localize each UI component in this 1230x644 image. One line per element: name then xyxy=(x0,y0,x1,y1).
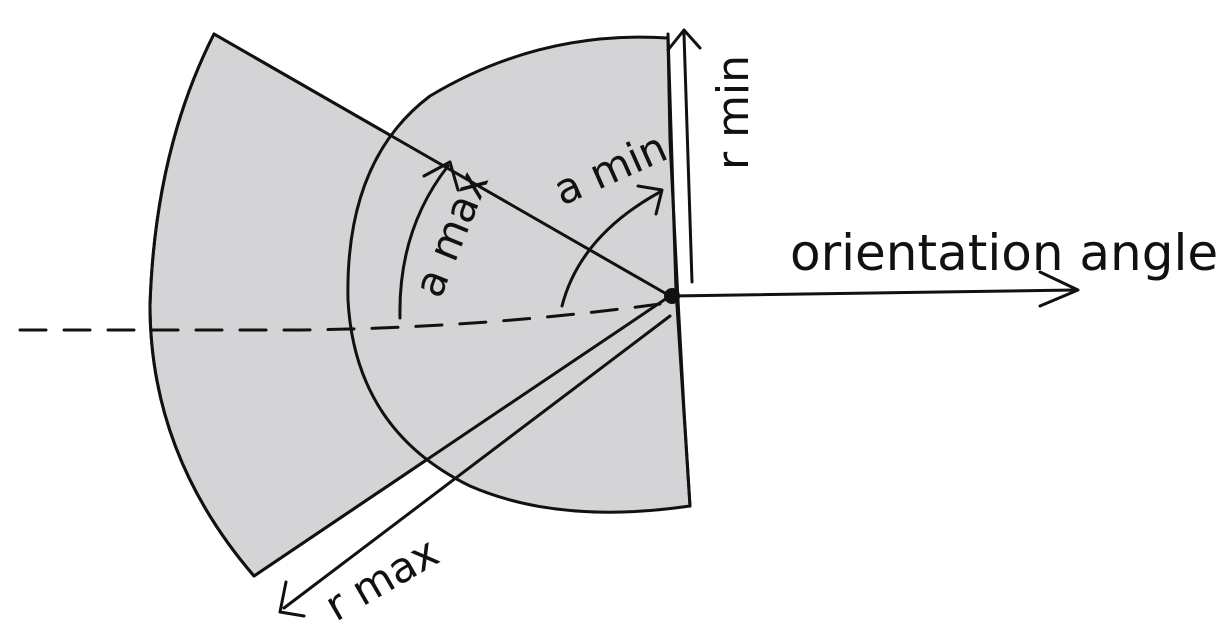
a-min-arc xyxy=(560,190,662,308)
r-max-arrow-head xyxy=(278,580,306,618)
a-min-arrowhead xyxy=(636,184,664,216)
orientation-angle-label: orientation angle xyxy=(790,224,1218,282)
r-max-label: r max xyxy=(317,527,447,630)
r-min-arrow-shaft xyxy=(682,32,694,284)
a-max-arrowhead xyxy=(422,160,460,192)
r-min-label: r min xyxy=(708,55,759,170)
inner-half-disc xyxy=(346,35,692,514)
reference-dashed-line xyxy=(18,302,662,332)
orientation-arrow-shaft xyxy=(670,288,1078,298)
a-max-arc xyxy=(398,164,450,320)
outer-sector-boundary xyxy=(148,32,672,578)
r-min-arrow-head xyxy=(666,28,702,52)
r-max-arrow-shaft xyxy=(282,314,672,610)
center-point xyxy=(664,288,680,304)
orientation-arrow-head xyxy=(1038,270,1080,308)
